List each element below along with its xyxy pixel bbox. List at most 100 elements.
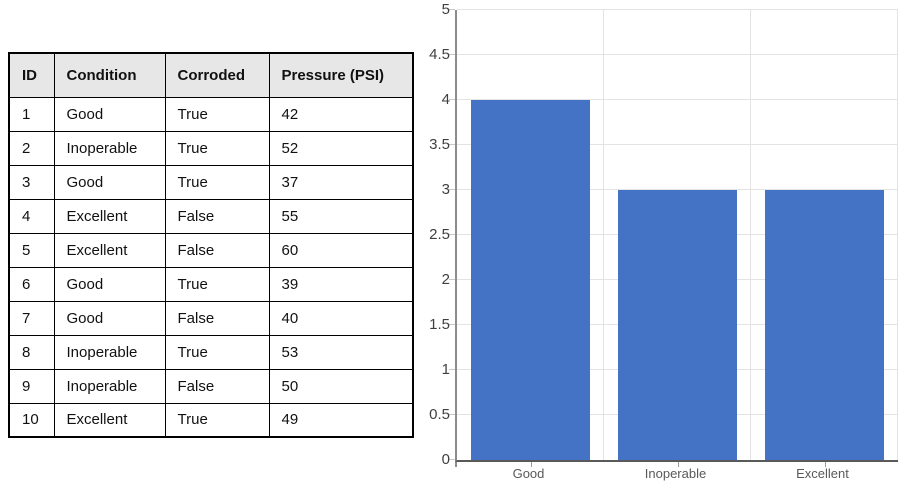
- y-axis-tick: [449, 54, 455, 55]
- horizontal-gridline: [457, 189, 898, 190]
- bar-chart: 0 0.5 1 1.5 2 2.5 3 3.5 4 4.5 5 Good Inoperable Excel…: [429, 0, 904, 487]
- vertical-gridline: [750, 10, 751, 460]
- y-axis-tick-label: 1: [441, 361, 450, 378]
- table-cell: 5: [8, 232, 55, 268]
- y-axis-tick-label: 4: [441, 91, 450, 108]
- table-row: 10 Excellent True 49: [8, 402, 414, 438]
- bar-excellent: [765, 190, 884, 460]
- table-cell: Inoperable: [53, 368, 166, 404]
- table-cell: True: [164, 402, 270, 438]
- y-axis-tick-label: 2.5: [429, 226, 450, 243]
- bar-good: [471, 100, 590, 460]
- table-cell: 8: [8, 334, 55, 370]
- y-axis-tick: [449, 189, 455, 190]
- table-cell: Good: [53, 96, 166, 132]
- x-axis-tick: [530, 462, 532, 467]
- table-row: 7 Good False 40: [8, 300, 414, 336]
- y-axis-tick: [449, 9, 455, 10]
- table-cell: True: [164, 96, 270, 132]
- table-cell: Inoperable: [53, 130, 166, 166]
- column-header-corroded: Corroded: [164, 52, 270, 98]
- table-row: 8 Inoperable True 53: [8, 334, 414, 370]
- y-axis-tick: [449, 369, 455, 370]
- y-axis-tick-label: 3: [441, 181, 450, 198]
- table-cell: 3: [8, 164, 55, 200]
- horizontal-gridline: [457, 9, 898, 10]
- table-row: 6 Good True 39: [8, 266, 414, 302]
- y-axis-tick-label: 2: [441, 271, 450, 288]
- table-row: 3 Good True 37: [8, 164, 414, 200]
- y-axis-tick: [449, 279, 455, 280]
- column-header-id: ID: [8, 52, 55, 98]
- table-cell: Excellent: [53, 198, 166, 234]
- table-cell: True: [164, 266, 270, 302]
- table-row: 1 Good True 42: [8, 96, 414, 132]
- table-cell: 39: [268, 266, 414, 302]
- table-cell: False: [164, 232, 270, 268]
- table-header-row: ID Condition Corroded Pressure (PSI): [8, 52, 414, 98]
- table-cell: Inoperable: [53, 334, 166, 370]
- table-cell: 60: [268, 232, 414, 268]
- table-cell: Good: [53, 164, 166, 200]
- table-cell: 1: [8, 96, 55, 132]
- horizontal-gridline: [457, 54, 898, 55]
- horizontal-gridline: [457, 99, 898, 100]
- table-cell: 53: [268, 334, 414, 370]
- table-cell: 7: [8, 300, 55, 336]
- x-axis-tick: [677, 462, 679, 467]
- table-cell: Good: [53, 300, 166, 336]
- table-cell: 2: [8, 130, 55, 166]
- table-cell: 49: [268, 402, 414, 438]
- x-axis-tick: [824, 462, 826, 467]
- x-axis-category-label: Good: [512, 466, 545, 481]
- table-cell: True: [164, 130, 270, 166]
- y-axis-tick: [449, 459, 455, 460]
- table-cell: 10: [8, 402, 55, 438]
- y-axis-tick-label: 4.5: [429, 46, 450, 63]
- table-cell: 9: [8, 368, 55, 404]
- x-axis-category-label: Inoperable: [644, 466, 707, 481]
- y-axis-tick: [449, 414, 455, 415]
- vertical-gridline: [897, 10, 898, 460]
- chart-plot-area: [449, 9, 898, 467]
- table-row: 5 Excellent False 60: [8, 232, 414, 268]
- pipes-data-table: ID Condition Corroded Pressure (PSI) 1 Good T…: [8, 52, 414, 438]
- table-cell: 42: [268, 96, 414, 132]
- table-cell: 50: [268, 368, 414, 404]
- y-axis-tick-label: 0: [441, 451, 450, 468]
- table-cell: True: [164, 334, 270, 370]
- table-row: 9 Inoperable False 50: [8, 368, 414, 404]
- y-axis-tick: [449, 144, 455, 145]
- y-axis-tick-label: 3.5: [429, 136, 450, 153]
- table-cell: 55: [268, 198, 414, 234]
- table-row: 4 Excellent False 55: [8, 198, 414, 234]
- x-axis-category-label: Excellent: [796, 466, 849, 481]
- table-cell: 6: [8, 266, 55, 302]
- horizontal-gridline: [457, 144, 898, 145]
- y-axis-tick: [449, 234, 455, 235]
- x-axis-corner-tick: [455, 462, 457, 467]
- table-cell: 4: [8, 198, 55, 234]
- y-axis-tick-label: 5: [441, 1, 450, 18]
- table-row: 2 Inoperable True 52: [8, 130, 414, 166]
- table-body: 1 Good True 42 2 Inoperable True 52 3 Good True 37 4…: [8, 96, 414, 438]
- table-cell: Excellent: [53, 402, 166, 438]
- table-cell: 40: [268, 300, 414, 336]
- y-axis-tick-label: 0.5: [429, 406, 450, 423]
- table-cell: True: [164, 164, 270, 200]
- table-cell: Excellent: [53, 232, 166, 268]
- y-axis-tick: [449, 324, 455, 325]
- column-header-condition: Condition: [53, 52, 166, 98]
- table-cell: 52: [268, 130, 414, 166]
- column-header-pressure-psi: Pressure (PSI): [268, 52, 414, 98]
- table-cell: False: [164, 300, 270, 336]
- vertical-gridline: [603, 10, 604, 460]
- y-axis-tick: [449, 99, 455, 100]
- y-axis-tick-label: 1.5: [429, 316, 450, 333]
- table-cell: Good: [53, 266, 166, 302]
- bar-inoperable: [618, 190, 737, 460]
- table-cell: 37: [268, 164, 414, 200]
- table-cell: False: [164, 368, 270, 404]
- table-cell: False: [164, 198, 270, 234]
